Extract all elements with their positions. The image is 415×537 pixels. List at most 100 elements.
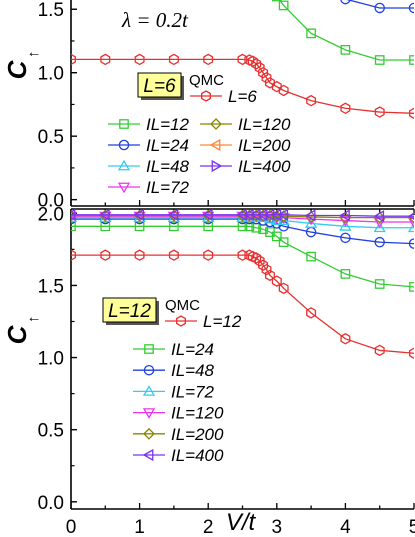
data-point-IL=400 (236, 209, 247, 221)
panel-top: 0.00.51.01.5C↑L=6 QMCL=6IL=12IL=24IL=48IL… (2, 0, 415, 212)
data-point-L=6 (134, 53, 145, 66)
series-line-IL=24 (71, 225, 414, 288)
legend-entry-marker (142, 385, 156, 396)
data-point-IL=24 (408, 2, 414, 14)
data-point-IL=24 (374, 2, 385, 14)
data-point-L=12 (100, 249, 111, 261)
data-point-L=12 (278, 282, 289, 295)
data-point-IL=12 (271, 0, 282, 2)
data-point-IL=400 (243, 209, 254, 221)
data-point-IL=400 (167, 209, 179, 221)
data-point-L=6 (203, 53, 214, 66)
data-point-IL=400 (304, 209, 316, 222)
legend-entry-marker (209, 138, 221, 152)
legend-entry-label: IL=72 (171, 382, 215, 401)
data-point-IL=120 (407, 217, 414, 229)
legend: IL=24 IL=48 IL=72 IL=120 IL=200 IL=400 (133, 340, 224, 465)
data-point-L=6 (100, 53, 111, 66)
data-point-L=6 (374, 106, 385, 118)
legend-entry-marker (143, 427, 155, 440)
data-point-IL=24 (340, 269, 351, 279)
data-point-IL=400 (373, 210, 385, 223)
size-tag-box (137, 72, 182, 98)
x-tick-label: 0 (66, 517, 77, 537)
data-point-L=12 (409, 347, 414, 359)
panel-bottom: 0.00.51.01.52.00 1 2 3 4 5V/tC↑ L=12 QMCL=12IL=… (2, 204, 415, 537)
legend-entry-marker (143, 364, 155, 376)
data-point-IL=400 (277, 209, 289, 221)
data-point-L=6 (168, 53, 179, 66)
data-point-IL=400 (256, 209, 268, 221)
data-point-IL=120 (71, 211, 78, 223)
y-tick-label: 0.5 (38, 421, 64, 442)
data-point-IL=24 (306, 251, 316, 262)
y-tick-label: 0.0 (38, 493, 64, 514)
qmc-label: QMC (189, 72, 224, 89)
data-point-L=6 (271, 80, 282, 93)
data-point-L=12 (264, 269, 275, 282)
data-point-L=12 (254, 255, 265, 267)
legend-entry-marker (142, 408, 156, 419)
data-point-L=12 (71, 249, 76, 261)
data-point-IL=24 (409, 282, 414, 292)
y-axis-label: C↑ (2, 51, 42, 80)
series-group (71, 0, 414, 120)
legend-entry-label: IL=12 (146, 115, 190, 134)
data-point-IL=72 (373, 221, 386, 233)
data-point-IL=12 (374, 55, 385, 65)
data-point-L=6 (306, 94, 317, 107)
y-tick-label: 0.0 (38, 191, 64, 212)
data-point-IL=24 (278, 237, 289, 248)
data-point-L=6 (261, 72, 272, 84)
data-point-IL=400 (201, 209, 213, 221)
lambda-annotation: λ = 0.2t (121, 8, 189, 32)
data-point-IL=400 (270, 209, 282, 221)
data-point-L=6 (278, 84, 289, 97)
legend-entry-label: IL=48 (146, 157, 190, 176)
qmc-label: QMC (165, 297, 200, 314)
data-point-L=6 (264, 77, 275, 89)
x-tick-label: 5 (409, 517, 415, 537)
legend-entry-marker (144, 344, 154, 354)
x-tick-label: 4 (340, 517, 351, 537)
data-point-IL=72 (339, 219, 352, 231)
size-tag-label: L=6 (143, 76, 176, 97)
x-tick-label: 3 (272, 517, 283, 537)
x-tick-label: 2 (203, 517, 214, 537)
y-axis-label-subscript: ↑ (25, 51, 42, 59)
data-point-L=12 (374, 344, 385, 357)
legend-entry-marker (210, 118, 222, 130)
data-point-IL=120 (339, 216, 352, 227)
size-tag: L=6 QMC (137, 72, 224, 100)
y-tick-label: 1.5 (38, 0, 64, 21)
data-point-L=12 (258, 259, 269, 272)
data-point-IL=24 (340, 0, 351, 5)
data-point-IL=400 (339, 209, 350, 222)
data-point-IL=48 (340, 232, 351, 244)
legend-entry-label: IL=400 (171, 446, 224, 465)
y-axis-label: C↑ (2, 316, 42, 345)
data-point-L=12 (306, 307, 317, 319)
data-point-L=6 (340, 102, 351, 115)
legend-entry-label: IL=120 (171, 404, 224, 423)
data-point-IL=12 (409, 55, 414, 65)
data-point-IL=400 (263, 209, 275, 221)
data-point-IL=400 (98, 209, 110, 221)
x-axis-label: V/t (226, 509, 257, 536)
legend-entry-label: IL=72 (146, 178, 190, 197)
data-point-IL=12 (340, 45, 351, 55)
series-line-IL=12 (278, 0, 414, 61)
data-point-IL=400 (249, 209, 261, 221)
legend-entry-marker (118, 139, 130, 151)
legend-entry-label: IL=24 (146, 136, 189, 155)
legend-qmc-marker (176, 315, 186, 327)
data-point-IL=400 (71, 209, 76, 221)
size-tag-label: L=12 (108, 301, 151, 322)
data-point-L=6 (409, 107, 414, 120)
data-point-IL=24 (271, 231, 282, 242)
data-point-L=6 (258, 66, 269, 79)
legend-entry-marker (211, 159, 223, 173)
legend-entry-label: IL=200 (171, 425, 224, 444)
data-point-L=6 (254, 61, 265, 74)
